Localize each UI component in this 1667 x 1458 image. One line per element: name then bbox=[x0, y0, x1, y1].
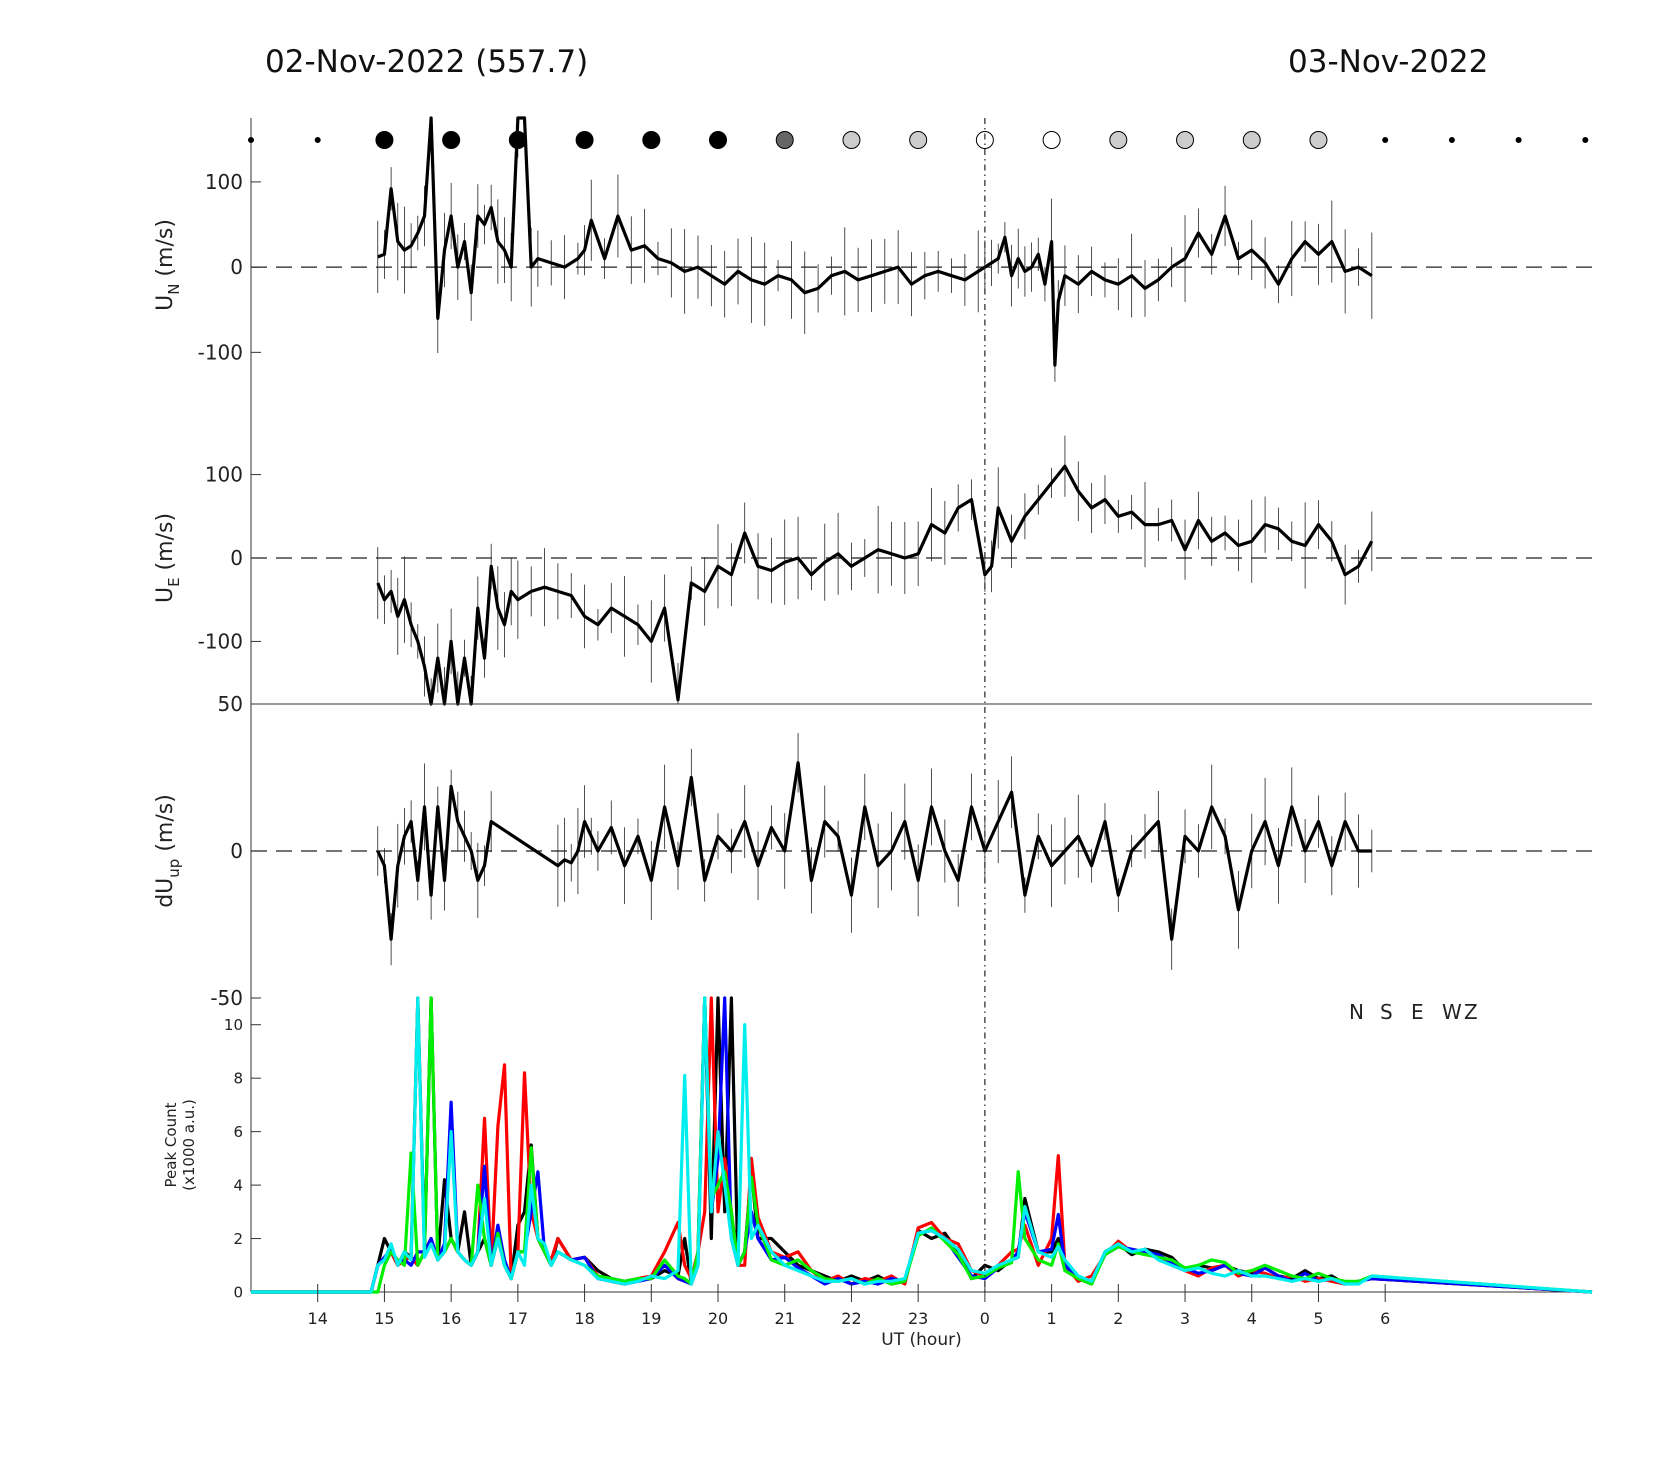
moon-marker bbox=[1242, 131, 1261, 149]
ue-ylabel: UE (m/s) bbox=[153, 513, 183, 603]
moon-marker bbox=[1448, 137, 1455, 143]
x-axis: 14 15 16 17 18 19 20 21 22 23 0 1 2 3 4 5 6UT (hour) bbox=[308, 1284, 1390, 1350]
moon-marker bbox=[1382, 137, 1389, 143]
ue-series-line bbox=[376, 464, 1374, 706]
un-ytick-label: 100 bbox=[205, 170, 243, 194]
peak-ylabel-line2: (x1000 a.u.) bbox=[180, 1099, 198, 1191]
peak-ytick-label: 4 bbox=[233, 1176, 243, 1194]
ue-ytick-label: 100 bbox=[205, 463, 243, 487]
x-tick-label: 23 bbox=[908, 1309, 928, 1328]
moon-marker bbox=[1109, 131, 1128, 149]
x-tick-label: 14 bbox=[308, 1309, 328, 1328]
panel-duup: -50 0 50 dUup (m/s) bbox=[153, 692, 1592, 1010]
x-tick-label: 0 bbox=[980, 1309, 990, 1328]
peak-ylabel-line1: Peak Count bbox=[162, 1102, 180, 1187]
moon-marker bbox=[375, 131, 394, 149]
un-ylabel: UN (m/s) bbox=[153, 219, 183, 311]
moon-marker bbox=[1515, 137, 1522, 143]
x-tick-label: 20 bbox=[708, 1309, 728, 1328]
x-tick-label: 21 bbox=[775, 1309, 795, 1328]
moon-marker bbox=[1582, 137, 1589, 143]
x-tick-label: 4 bbox=[1247, 1309, 1257, 1328]
x-tick-label: 5 bbox=[1313, 1309, 1323, 1328]
x-axis-label: UT (hour) bbox=[881, 1330, 961, 1350]
peak-ytick-label: 8 bbox=[233, 1069, 243, 1087]
peak-ytick-label: 6 bbox=[233, 1123, 243, 1141]
legend-entry-E: E bbox=[1411, 1000, 1424, 1024]
legend-entry-S: S bbox=[1380, 1000, 1393, 1024]
x-tick-label: 18 bbox=[574, 1309, 594, 1328]
peak-ytick-label: 0 bbox=[233, 1283, 243, 1301]
x-tick-label: 1 bbox=[1047, 1309, 1057, 1328]
x-tick-label: 17 bbox=[508, 1309, 528, 1328]
chart-title-left: 02-Nov-2022 (557.7) bbox=[265, 44, 589, 80]
moon-marker bbox=[508, 131, 527, 149]
un-ytick-label: 0 bbox=[230, 255, 243, 279]
moon-marker bbox=[842, 131, 861, 149]
legend-entry-Z: Z bbox=[1464, 1000, 1478, 1024]
moon-marker bbox=[909, 131, 928, 149]
moon-marker bbox=[575, 131, 594, 149]
peak-ytick-label: 10 bbox=[224, 1016, 243, 1034]
moon-phase-markers bbox=[248, 131, 1589, 149]
panel-peak: 0 2 4 6 8 10 Peak Count (x1000 a.u.) bbox=[162, 996, 1593, 1301]
chart-title-right: 03-Nov-2022 bbox=[1288, 44, 1489, 80]
panel-ue: -100 0 100 UE (m/s) bbox=[153, 412, 1592, 706]
ue-ytick-label: 0 bbox=[230, 546, 243, 570]
x-tick-label: 3 bbox=[1180, 1309, 1190, 1328]
panel-un: -100 0 100 UN (m/s) bbox=[153, 116, 1592, 412]
peak-series-Z bbox=[251, 996, 1593, 1294]
x-tick-label: 19 bbox=[641, 1309, 661, 1328]
x-tick-label: 16 bbox=[441, 1309, 461, 1328]
legend-entry-W: W bbox=[1442, 1000, 1462, 1024]
moon-marker bbox=[709, 131, 728, 149]
duup-ytick-label: -50 bbox=[210, 986, 243, 1010]
duup-ytick-label: 50 bbox=[218, 692, 243, 716]
ue-error-bars bbox=[377, 435, 1373, 704]
peak-ytick-label: 2 bbox=[233, 1230, 243, 1248]
moon-marker bbox=[975, 131, 994, 149]
un-ytick-label: -100 bbox=[198, 340, 243, 364]
peak-series-W bbox=[251, 996, 1593, 1294]
moon-marker bbox=[314, 137, 321, 143]
moon-marker bbox=[1309, 131, 1328, 149]
legend-entry-N: N bbox=[1349, 1000, 1364, 1024]
moon-marker bbox=[1176, 131, 1195, 149]
duup-ytick-label: 0 bbox=[230, 839, 243, 863]
ue-ytick-label: -100 bbox=[198, 629, 243, 653]
moon-marker bbox=[442, 131, 461, 149]
moon-marker bbox=[775, 131, 794, 149]
moon-marker bbox=[248, 137, 254, 143]
x-tick-label: 6 bbox=[1380, 1309, 1390, 1328]
x-tick-label: 22 bbox=[841, 1309, 861, 1328]
duup-ylabel: dUup (m/s) bbox=[153, 794, 183, 908]
duup-series-line bbox=[376, 761, 1372, 941]
moon-marker bbox=[642, 131, 661, 149]
moon-marker bbox=[1042, 131, 1061, 149]
x-tick-label: 2 bbox=[1113, 1309, 1123, 1328]
x-tick-label: 15 bbox=[374, 1309, 394, 1328]
un-series-line bbox=[377, 116, 1373, 367]
